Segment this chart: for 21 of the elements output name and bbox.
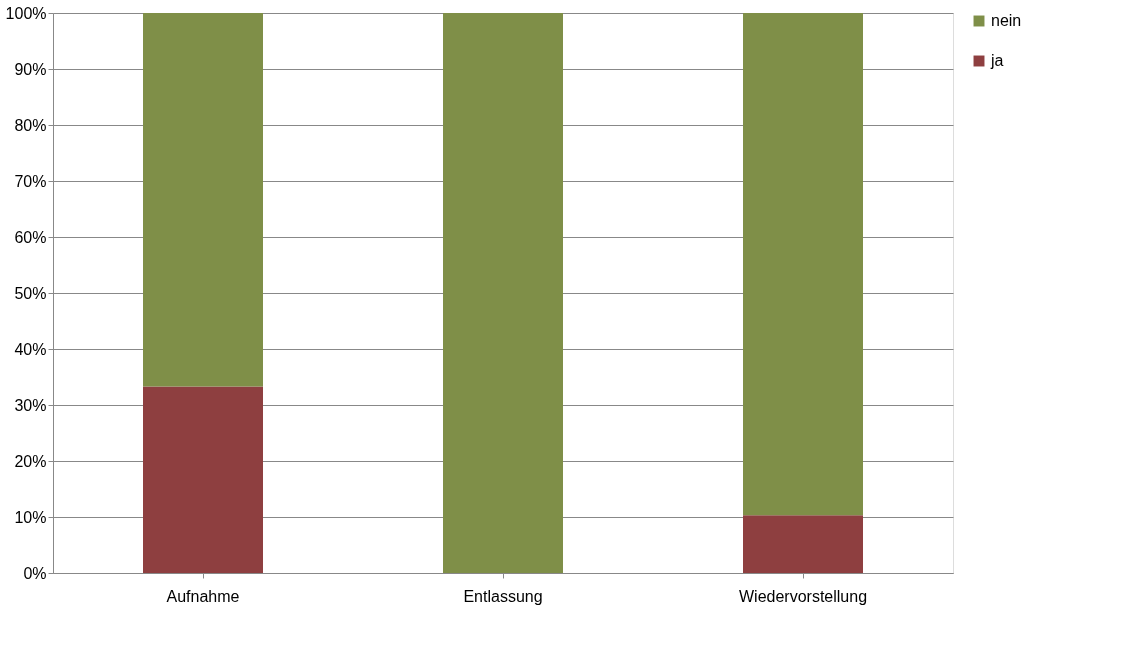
x-tick-label: Aufnahme: [166, 587, 240, 605]
y-tick-label: 50%: [14, 284, 47, 302]
y-tick-label: 40%: [14, 340, 47, 358]
y-tick-label: 10%: [14, 508, 47, 526]
x-tick-label: Entlassung: [463, 587, 543, 605]
y-tick-label: 70%: [14, 172, 47, 190]
y-tick-label: 60%: [14, 228, 47, 246]
bar: [743, 13, 863, 516]
y-tick-label: 0%: [23, 564, 47, 582]
y-tick-label: 20%: [14, 452, 47, 470]
bar: [143, 386, 263, 573]
bar: [443, 13, 563, 573]
legend-label: nein: [991, 12, 1022, 29]
legend-label: ja: [990, 52, 1004, 69]
bar: [143, 13, 263, 387]
y-tick-label: 30%: [14, 396, 47, 414]
y-tick-label: 80%: [14, 116, 47, 134]
y-tick-label: 100%: [5, 4, 47, 22]
y-tick-label: 90%: [14, 60, 47, 78]
x-tick-label: Wiedervorstellung: [738, 587, 868, 605]
bar: [743, 515, 863, 573]
